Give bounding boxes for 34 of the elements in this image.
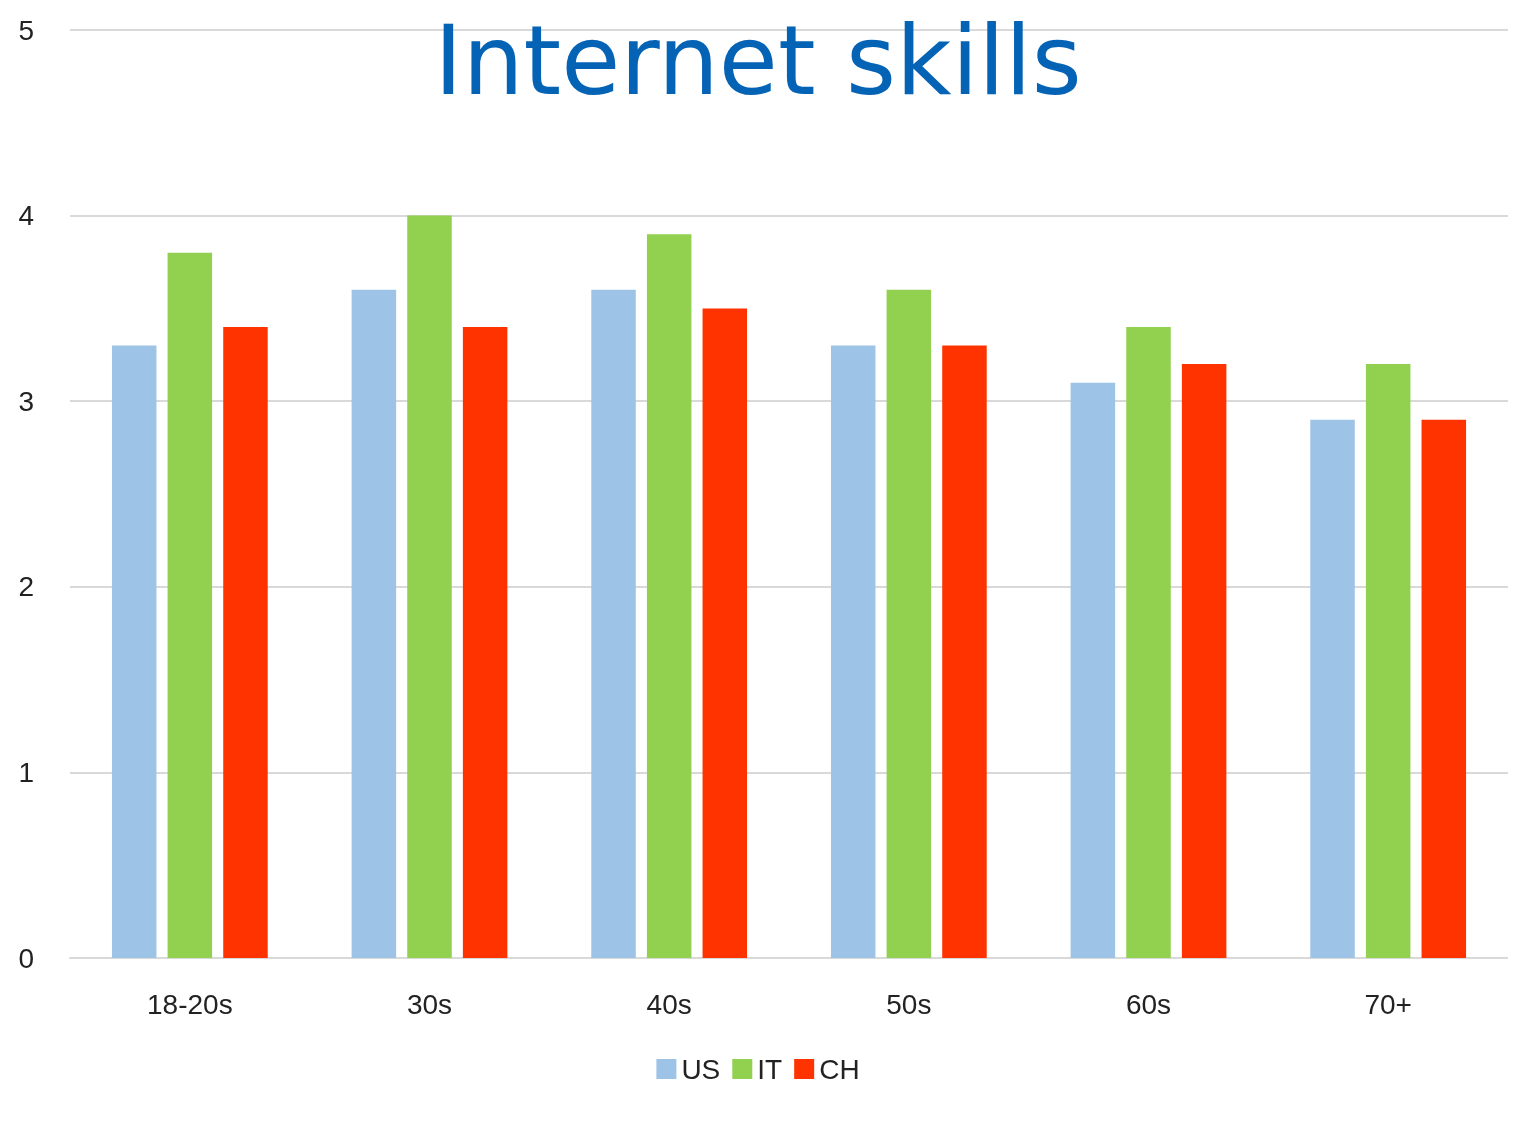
x-tick-label: 18-20s (147, 988, 233, 1020)
bar (702, 308, 748, 958)
bar (1365, 364, 1411, 958)
chart-title: Internet skills (434, 5, 1082, 117)
legend-label: CH (819, 1053, 860, 1085)
y-tick-label: 2 (18, 571, 34, 603)
bar (886, 289, 932, 958)
bar (1310, 419, 1355, 958)
x-tick-label: 60s (1125, 988, 1172, 1020)
bar (223, 326, 268, 958)
bar (111, 345, 157, 958)
legend-label: US (681, 1053, 721, 1085)
x-tick-label: 50s (886, 988, 932, 1020)
y-tick-label: 3 (18, 385, 34, 417)
bar (167, 252, 213, 958)
bar (1126, 326, 1171, 958)
y-tick-label: 0 (18, 942, 34, 974)
y-tick-label: 4 (18, 200, 34, 232)
legend-label: IT (757, 1053, 783, 1085)
y-tick-label: 1 (18, 756, 34, 788)
bar (462, 326, 508, 958)
bar (646, 234, 692, 958)
bar (591, 289, 636, 958)
y-tick-label: 5 (18, 14, 34, 46)
bar (407, 215, 452, 958)
x-tick-label: 40s (646, 988, 692, 1020)
bar (1070, 382, 1116, 958)
bar (351, 289, 397, 958)
bar (942, 345, 987, 958)
x-tick-label: 30s (406, 988, 453, 1020)
bar (830, 345, 876, 958)
bar (1421, 419, 1467, 958)
x-tick-label: 70+ (1364, 988, 1412, 1020)
bar (1181, 364, 1227, 958)
